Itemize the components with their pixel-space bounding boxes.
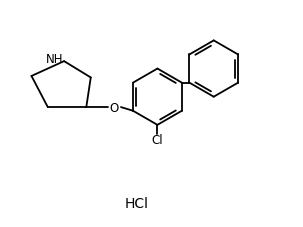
Text: NH: NH (46, 52, 63, 65)
Text: HCl: HCl (125, 197, 149, 210)
Text: Cl: Cl (152, 133, 163, 146)
Text: O: O (110, 101, 119, 114)
